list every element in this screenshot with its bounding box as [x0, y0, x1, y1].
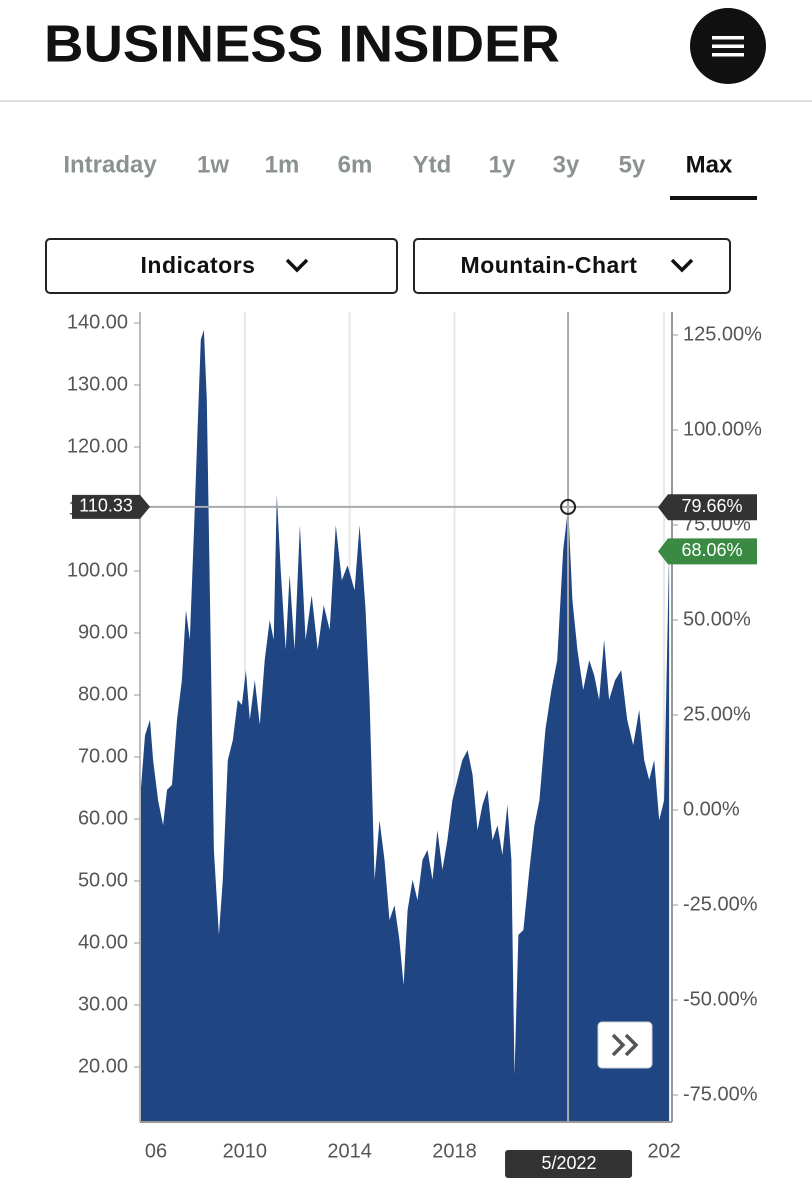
- dropdown-label[interactable]: Indicators: [141, 252, 256, 278]
- menu-button[interactable]: [690, 8, 766, 84]
- y-tick-label: 120.00: [67, 435, 128, 457]
- y2-tick-label: -50.00%: [683, 988, 758, 1010]
- crosshair-point: [560, 498, 577, 515]
- time-range-tab[interactable]: 3y: [553, 151, 580, 178]
- time-range-tab[interactable]: Ytd: [413, 151, 452, 178]
- y2-tick-label: 50.00%: [683, 608, 751, 630]
- y-tick-label: 40.00: [78, 931, 128, 953]
- y2-tick-label: 0.00%: [683, 798, 740, 820]
- time-range-tab[interactable]: Max: [686, 151, 733, 178]
- date-tag: [505, 1150, 633, 1178]
- y2-tick-label: 25.00%: [683, 703, 751, 725]
- header-divider: [0, 100, 812, 102]
- time-range-tab[interactable]: 1y: [489, 151, 516, 178]
- value-tag-label: 110.33: [79, 496, 133, 516]
- y-tick-label: 70.00: [78, 745, 128, 767]
- menu-bar: [712, 53, 744, 57]
- y-tick-label: 20.00: [78, 1055, 128, 1077]
- last-change-label: 68.06%: [681, 540, 742, 560]
- scroll-icon: [611, 1033, 639, 1057]
- chevron: [285, 258, 309, 273]
- y-tick-label: 90.00: [78, 621, 128, 643]
- y-tick-label: 130.00: [67, 373, 128, 395]
- x-tick-label: 2010: [223, 1140, 268, 1162]
- time-range-tab[interactable]: 1m: [265, 151, 300, 178]
- last-change-tag: [658, 538, 757, 565]
- time-range-tab[interactable]: 1w: [197, 151, 229, 178]
- indicators-dropdown[interactable]: Indicators: [45, 238, 398, 294]
- date-tag-label: 5/2022: [542, 1153, 597, 1173]
- chevron: [670, 258, 694, 273]
- y-tick-label: 50.00: [78, 869, 128, 891]
- time-range-tab[interactable]: Intraday: [63, 151, 157, 178]
- chart-type-dropdown[interactable]: Mountain-Chart: [413, 238, 731, 294]
- y-tick-label: 60.00: [78, 807, 128, 829]
- dropdown-box[interactable]: [45, 238, 398, 294]
- chart: 06 2010 2014 2018 202 20.00 30.00 40.00 50.00 60.…: [67, 311, 762, 1178]
- value-tag: [72, 494, 150, 519]
- x-tick-label: 2018: [432, 1140, 477, 1162]
- y-tick-label: 100.00: [67, 559, 128, 581]
- y-tick-label: 80.00: [78, 683, 128, 705]
- y-tick-label: 30.00: [78, 993, 128, 1015]
- scroll-button[interactable]: [597, 1021, 653, 1069]
- x-tick-label: 2014: [327, 1140, 372, 1162]
- y2-tick-label: -75.00%: [683, 1083, 758, 1105]
- change-tag: [658, 494, 757, 521]
- dropdown-box[interactable]: [413, 238, 731, 294]
- tab-bar: Intraday 1w 1m 6m Ytd 1y 3y 5y Max: [63, 151, 757, 200]
- y2-tick-label: 100.00%: [683, 418, 762, 440]
- time-range-tab[interactable]: 5y: [619, 151, 646, 178]
- x-tick-label: 202: [647, 1140, 680, 1162]
- y2-tick-label: 125.00%: [683, 323, 762, 345]
- change-tag-label: 79.66%: [681, 496, 742, 516]
- y2-tick-label: -25.00%: [683, 893, 758, 915]
- x-tick-label: 06: [145, 1140, 167, 1162]
- dropdown-label[interactable]: Mountain-Chart: [461, 252, 638, 278]
- active-tab-underline: [670, 196, 757, 200]
- price-area: [140, 329, 670, 1122]
- menu-bar: [712, 44, 744, 48]
- time-range-tab[interactable]: 6m: [338, 151, 373, 178]
- menu-bar: [712, 36, 744, 40]
- y-tick-label: 140.00: [67, 311, 128, 333]
- site-logo[interactable]: BUSINESS INSIDER: [44, 16, 560, 74]
